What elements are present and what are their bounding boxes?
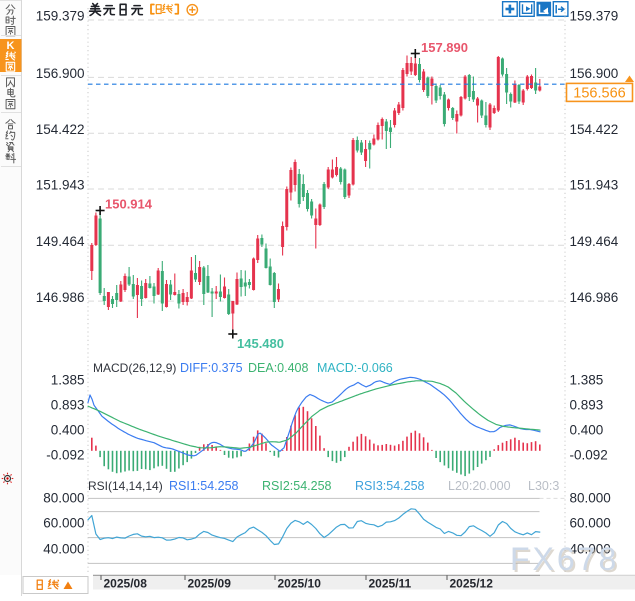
- svg-text:RSI(14,14,14): RSI(14,14,14): [88, 479, 163, 493]
- svg-text:60.000: 60.000: [43, 516, 84, 531]
- svg-text:154.422: 154.422: [570, 122, 619, 137]
- svg-text:K: K: [7, 40, 15, 52]
- svg-text:L30:3: L30:3: [528, 479, 559, 493]
- svg-text:FX678: FX678: [510, 541, 619, 577]
- svg-text:80.000: 80.000: [43, 491, 84, 506]
- svg-text:RSI2:54.258: RSI2:54.258: [262, 479, 332, 493]
- svg-text:RSI1:54.258: RSI1:54.258: [169, 479, 239, 493]
- svg-text:156.900: 156.900: [36, 66, 85, 81]
- svg-text:149.464: 149.464: [36, 234, 85, 249]
- svg-text:0.400: 0.400: [570, 423, 604, 438]
- svg-text:60.000: 60.000: [570, 516, 611, 531]
- svg-text:145.480: 145.480: [237, 336, 284, 351]
- svg-text:-0.092: -0.092: [570, 448, 608, 463]
- svg-text:151.943: 151.943: [36, 178, 85, 193]
- svg-text:156.566: 156.566: [573, 85, 625, 101]
- svg-text:MACD(26,12,9): MACD(26,12,9): [93, 361, 176, 375]
- svg-text:MACD:-0.066: MACD:-0.066: [317, 361, 393, 375]
- svg-text:151.943: 151.943: [570, 178, 619, 193]
- svg-text:157.890: 157.890: [421, 40, 468, 55]
- svg-text:2025/09: 2025/09: [188, 577, 232, 591]
- svg-text:2025/08: 2025/08: [104, 577, 148, 591]
- svg-text:154.422: 154.422: [36, 122, 85, 137]
- svg-text:RSI3:54.258: RSI3:54.258: [355, 479, 425, 493]
- svg-text:159.379: 159.379: [36, 9, 85, 24]
- svg-text:-0.092: -0.092: [46, 448, 84, 463]
- svg-text:150.914: 150.914: [105, 197, 153, 212]
- svg-text:L20:20.000: L20:20.000: [448, 479, 511, 493]
- svg-text:149.464: 149.464: [570, 234, 619, 249]
- svg-text:146.986: 146.986: [570, 290, 619, 305]
- svg-text:0.400: 0.400: [51, 423, 85, 438]
- svg-text:146.986: 146.986: [36, 290, 85, 305]
- svg-text:2025/11: 2025/11: [369, 577, 412, 591]
- svg-text:40.000: 40.000: [570, 542, 611, 557]
- svg-text:1.385: 1.385: [51, 373, 85, 388]
- svg-text:0.893: 0.893: [51, 398, 85, 413]
- svg-text:2025/10: 2025/10: [278, 577, 322, 591]
- svg-text:80.000: 80.000: [570, 491, 611, 506]
- svg-text:DIFF:0.375: DIFF:0.375: [180, 361, 243, 375]
- svg-text:159.379: 159.379: [570, 9, 619, 24]
- svg-text:0.893: 0.893: [570, 398, 604, 413]
- svg-text:FX678: FX678: [512, 543, 621, 579]
- svg-text:40.000: 40.000: [43, 542, 84, 557]
- svg-text:DEA:0.408: DEA:0.408: [248, 361, 309, 375]
- svg-text:2025/12: 2025/12: [450, 577, 494, 591]
- svg-text:156.900: 156.900: [570, 66, 619, 81]
- svg-text:1.385: 1.385: [570, 373, 604, 388]
